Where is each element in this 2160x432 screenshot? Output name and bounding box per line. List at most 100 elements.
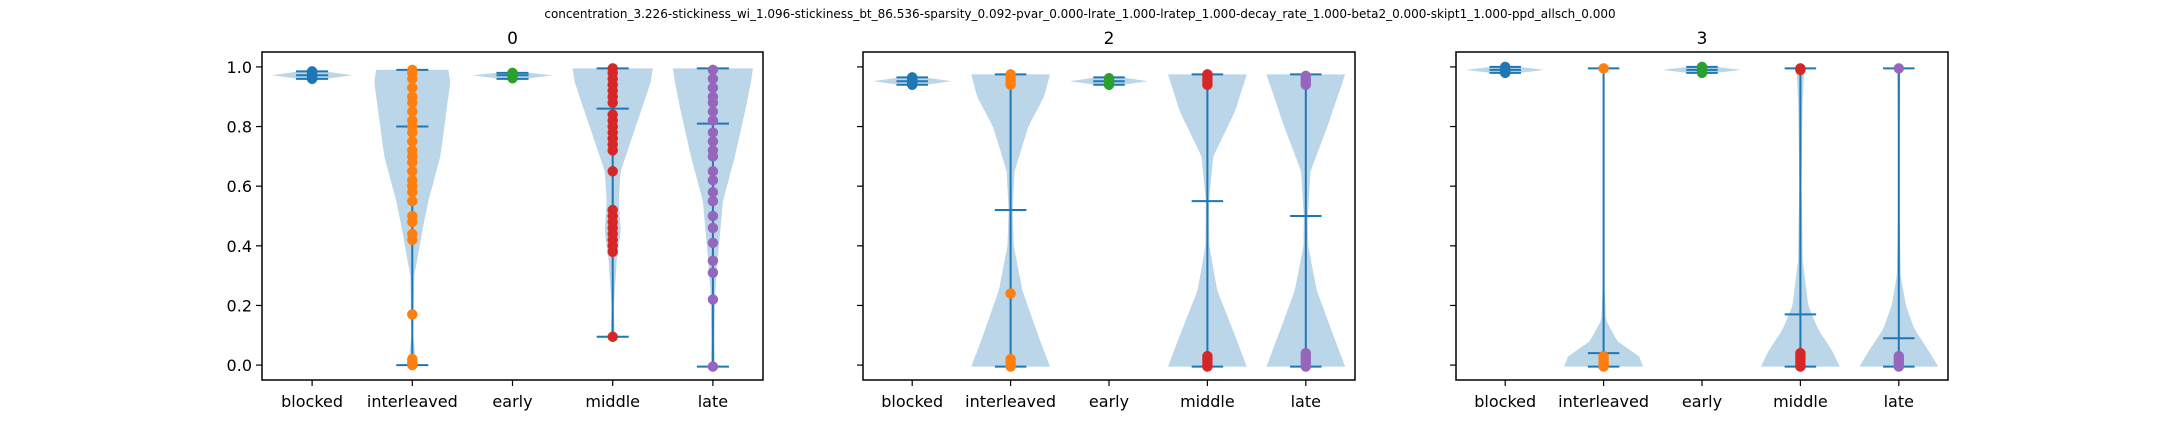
- data-point: [707, 82, 719, 94]
- violin-late: [1859, 63, 1939, 372]
- x-tick-label: interleaved: [965, 392, 1056, 411]
- violin-blocked: [1465, 61, 1545, 79]
- panel-3: 3 blocked interleaved early middle late: [1450, 29, 1949, 411]
- y-tick-label: 0.0: [227, 356, 252, 375]
- x-tick-label: late: [1291, 392, 1321, 411]
- data-point: [407, 136, 418, 147]
- data-point: [407, 91, 418, 102]
- data-point: [1598, 350, 1609, 362]
- x-tick-label: early: [1089, 392, 1129, 411]
- y-tick-label: 0.4: [227, 237, 252, 256]
- data-point: [1893, 63, 1905, 74]
- data-point: [607, 63, 618, 74]
- data-point: [407, 228, 418, 240]
- data-point: [707, 91, 719, 102]
- panel-title: 2: [1104, 29, 1115, 49]
- violin-early: [1069, 72, 1149, 91]
- panel-title: 3: [1697, 29, 1708, 49]
- x-tick-label: blocked: [1474, 392, 1536, 411]
- y-tick-label: 0.2: [227, 296, 252, 315]
- x-tick-label: early: [1682, 392, 1722, 411]
- data-point: [1300, 347, 1312, 359]
- data-point: [507, 67, 518, 79]
- violin-interleaved: [374, 64, 450, 371]
- data-point: [407, 210, 418, 222]
- data-point: [607, 109, 618, 120]
- figure-suptitle: concentration_3.226-stickiness_wi_1.096-…: [544, 7, 1615, 21]
- data-point: [707, 361, 719, 372]
- y-tick-label: 0.6: [227, 177, 252, 196]
- data-point: [707, 106, 719, 117]
- data-point: [707, 64, 719, 76]
- data-point: [1202, 350, 1213, 362]
- data-point: [1696, 61, 1708, 73]
- violin-late: [1266, 70, 1346, 372]
- x-tick-label: middle: [1180, 392, 1235, 411]
- data-point: [1005, 69, 1016, 80]
- data-point: [707, 255, 719, 266]
- data-point: [1795, 347, 1806, 359]
- data-point: [1300, 70, 1312, 82]
- data-point: [407, 106, 418, 117]
- data-point: [707, 166, 719, 177]
- plot-frame: [1455, 51, 1949, 381]
- violin-blocked: [272, 66, 352, 85]
- data-point: [407, 195, 418, 207]
- data-point: [707, 136, 719, 147]
- data-point: [607, 204, 618, 216]
- violin-middle: [572, 63, 653, 343]
- violin-early: [1662, 61, 1742, 79]
- data-point: [306, 66, 318, 77]
- violin-late: [672, 64, 753, 372]
- violin-middle: [1168, 69, 1247, 372]
- panel-2: 2 blocked interleaved early middle late: [857, 29, 1356, 411]
- violin-blocked: [873, 72, 952, 91]
- data-point: [407, 174, 418, 186]
- violin-interleaved: [971, 69, 1050, 372]
- data-point: [1893, 350, 1905, 362]
- data-point: [1103, 72, 1115, 84]
- y-tick-label: 1.0: [227, 58, 252, 77]
- panel-title: 0: [507, 29, 518, 49]
- x-tick-label: interleaved: [1558, 392, 1649, 411]
- data-point: [607, 166, 618, 177]
- data-point: [407, 115, 418, 126]
- data-point: [707, 195, 719, 207]
- x-tick-label: early: [492, 392, 532, 411]
- data-point: [707, 145, 719, 156]
- data-point: [707, 174, 719, 186]
- violin-interleaved: [1564, 63, 1643, 372]
- data-point: [707, 127, 719, 138]
- data-point: [407, 145, 418, 156]
- y-tick-label: 0.8: [227, 118, 252, 137]
- x-tick-label: blocked: [281, 392, 343, 411]
- data-point: [707, 115, 719, 126]
- data-point: [707, 186, 719, 198]
- data-point: [1499, 61, 1511, 73]
- data-point: [407, 82, 418, 94]
- x-tick-label: late: [698, 392, 728, 411]
- x-tick-label: middle: [585, 392, 640, 411]
- data-point: [707, 294, 719, 305]
- data-point: [707, 73, 719, 85]
- data-point: [707, 267, 719, 278]
- data-point: [1795, 63, 1806, 74]
- panel-0: 0 0.0 0.2 0.4 0.6 0.8 1.0 blocked interleaved ear…: [227, 29, 764, 411]
- data-point: [407, 64, 418, 76]
- plot-frame: [261, 51, 764, 381]
- data-point: [407, 309, 418, 320]
- data-point: [407, 353, 418, 365]
- x-tick-label: late: [1884, 392, 1914, 411]
- data-point: [1005, 288, 1016, 299]
- data-point: [1005, 353, 1016, 365]
- data-point: [607, 331, 618, 343]
- plot-frame: [862, 51, 1356, 381]
- violin-early: [472, 67, 553, 84]
- data-point: [1202, 69, 1213, 80]
- data-point: [906, 72, 918, 83]
- data-point: [707, 210, 719, 222]
- x-tick-label: middle: [1773, 392, 1828, 411]
- data-point: [707, 222, 719, 234]
- data-point: [707, 237, 719, 249]
